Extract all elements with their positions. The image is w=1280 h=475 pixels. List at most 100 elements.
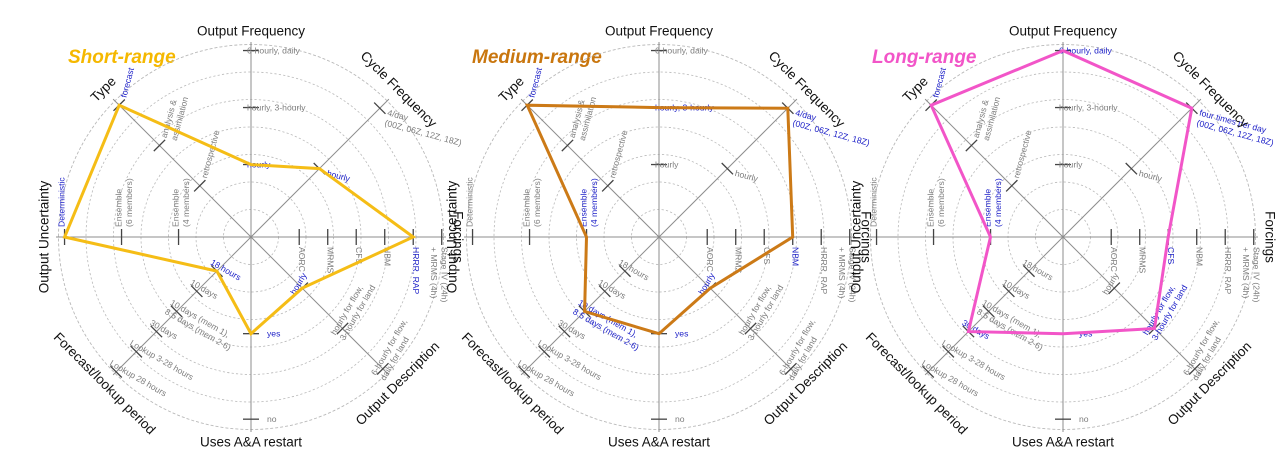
tick-label: analysis &assimilation [567,93,598,142]
axis-tick-mark [784,362,797,375]
series-polygon [929,48,1194,336]
tick-label: 6-hourly, daily [247,46,301,56]
tick-label: Stage IV (24h)+ MRMS (4h) [837,247,858,303]
tick-label: retrospective [607,129,629,179]
category-label: Forcings [450,211,465,263]
axis-spoke [250,236,390,376]
axis-tick-mark [942,345,955,358]
series-polygon [62,103,417,337]
tick-label: Deterministic [869,177,879,227]
tick-label: Ensemble(6 members) [926,178,947,227]
tick-label: HRRR, RAP [819,247,829,295]
axis-tick-mark [336,322,349,335]
axis-spoke [1062,98,1202,238]
tick-label: 18 hours [617,257,651,282]
chart-title: Short-range [68,47,176,68]
tick-label: Ensemble(4 members) [579,178,600,227]
category-label: Output Frequency [605,24,713,39]
axis-tick-mark [744,322,757,335]
axis-tick-mark [1022,264,1036,278]
radar-chart-long-range: Long-range hourly hourly, 3-hourly 6-hourly… [849,24,1278,450]
tick-label: CFS [354,247,364,264]
axis-tick-mark [190,285,203,298]
tick-label: yes [675,329,688,339]
axis-tick-mark [561,139,574,152]
tick-label: analysis &assimilation [971,93,1002,142]
axis-tick-mark [721,162,734,175]
tick-label: CFS [1166,247,1176,264]
axis-tick-mark [193,179,206,192]
tick-label: 10 days [1001,277,1032,301]
axis-spoke [658,98,798,238]
axis-spoke [658,236,798,376]
tick-label: forecast [931,66,949,99]
tick-label: Ensemble(6 members) [114,178,135,227]
tick-label: Stage IV (24h)+ MRMS (4h) [1241,247,1262,303]
axis-tick-mark [965,139,978,152]
axis-tick-mark [110,365,123,378]
tick-label: NBM [791,247,801,266]
chart-title: Medium-range [472,47,602,68]
category-label: Output Uncertainty [849,180,864,293]
tick-label: hourly, 3-hourly [247,103,306,113]
axis-spoke [924,98,1064,238]
axis-spoke [1062,236,1202,376]
tick-label: NBM [1195,247,1205,266]
axis-tick-mark [558,325,571,338]
category-label: Uses A&A restart [608,435,710,450]
tick-label: hourly for flow,3-hourly for land [329,278,378,342]
tick-label: hourly, 3-hourly [1059,103,1118,113]
tick-label: AORC [1109,247,1119,272]
category-label: Uses A&A restart [1012,435,1114,450]
tick-label: Ensemble(4 members) [983,178,1004,227]
tick-label: Ensemble(6 members) [522,178,543,227]
tick-label: HRRR, RAP [411,247,421,295]
chart-title: Long-range [872,47,977,68]
tick-label: hourly for flow,3-hourly for land [1141,278,1190,342]
axis-tick-mark [538,345,551,358]
tick-label: 6-hourly, daily [655,46,709,56]
tick-label: 10 days (mem 1),8.5 days (mem 2-6) [163,297,238,352]
category-label: Output Uncertainty [37,180,52,293]
category-label: Output Frequency [197,24,305,39]
axis-tick-mark [130,345,143,358]
tick-label: MRMS [326,247,336,274]
tick-label: yes [267,329,280,339]
axis-spoke [112,98,252,238]
tick-label: 10 days [189,277,220,301]
axis-tick-mark [150,325,163,338]
axis-tick-mark [1108,282,1121,295]
axis-tick-mark [373,102,386,115]
tick-label: CFS [762,247,772,264]
axis-tick-mark [601,179,614,192]
tick-label: hourly [1059,160,1083,170]
tick-label: 10 days (mem 1),8.5 days (mem 2-6) [975,297,1050,352]
axis-tick-mark [1005,179,1018,192]
tick-label: HRRR, RAP [1223,247,1233,295]
category-label: Output Uncertainty [445,180,460,293]
tick-label: retrospective [1011,129,1033,179]
tick-label: AORC [705,247,715,272]
category-label: Uses A&A restart [200,435,302,450]
tick-label: forecast [119,66,137,99]
category-label: Output Frequency [1009,24,1117,39]
tick-label: MRMS [734,247,744,274]
axis-tick-mark [982,305,995,318]
tick-label: no [675,414,685,424]
category-label: Forcings [858,211,873,263]
tick-label: hourly for flow,3-hourly for land [737,278,786,342]
axis-tick-mark [153,139,166,152]
axis-tick-mark [518,365,531,378]
tick-label: Deterministic [465,177,475,227]
tick-label: no [267,414,277,424]
axis-tick-mark [618,264,632,278]
axis-tick-mark [1002,285,1015,298]
axis-tick-mark [1188,362,1201,375]
tick-label: hourly [655,160,679,170]
tick-label: Deterministic [57,177,67,227]
axis-tick-mark [170,305,183,318]
tick-label: AORC [297,247,307,272]
